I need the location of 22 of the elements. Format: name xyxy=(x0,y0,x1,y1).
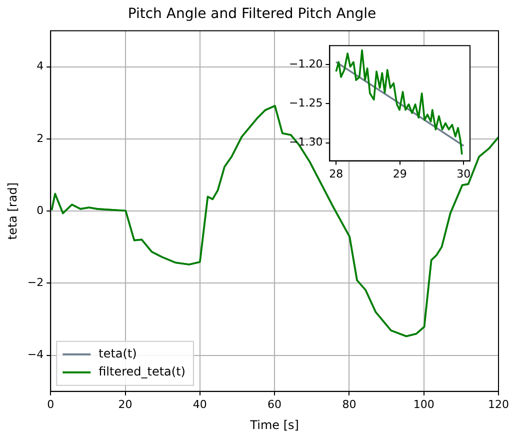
y-tick-label: −1.20 xyxy=(288,57,323,70)
y-tick-label: −1.25 xyxy=(288,96,323,110)
legend-label: teta(t) xyxy=(98,346,137,361)
y-tick-label: 4 xyxy=(36,60,44,73)
x-tick-label: 29 xyxy=(392,167,407,180)
chart-title: Pitch Angle and Filtered Pitch Angle xyxy=(128,6,376,22)
x-tick-label: 28 xyxy=(329,167,344,180)
legend-label: filtered_teta(t) xyxy=(98,364,186,379)
x-tick-label: 80 xyxy=(342,398,356,411)
y-tick-label: −4 xyxy=(27,348,44,362)
x-axis-title: Time [s] xyxy=(249,418,299,432)
x-tick-label: 30 xyxy=(456,167,471,180)
x-tick-label: 40 xyxy=(192,398,207,411)
y-tick-label: −2 xyxy=(27,276,44,290)
x-tick-label: 60 xyxy=(268,398,282,411)
x-tick-label: 100 xyxy=(413,398,434,411)
x-tick-label: 0 xyxy=(47,398,54,411)
y-tick-label: 0 xyxy=(36,204,44,217)
x-tick-label: 20 xyxy=(118,398,132,411)
x-tick-label: 120 xyxy=(488,398,509,411)
y-tick-label: 2 xyxy=(36,132,44,145)
y-axis-title: teta [rad] xyxy=(5,182,20,240)
